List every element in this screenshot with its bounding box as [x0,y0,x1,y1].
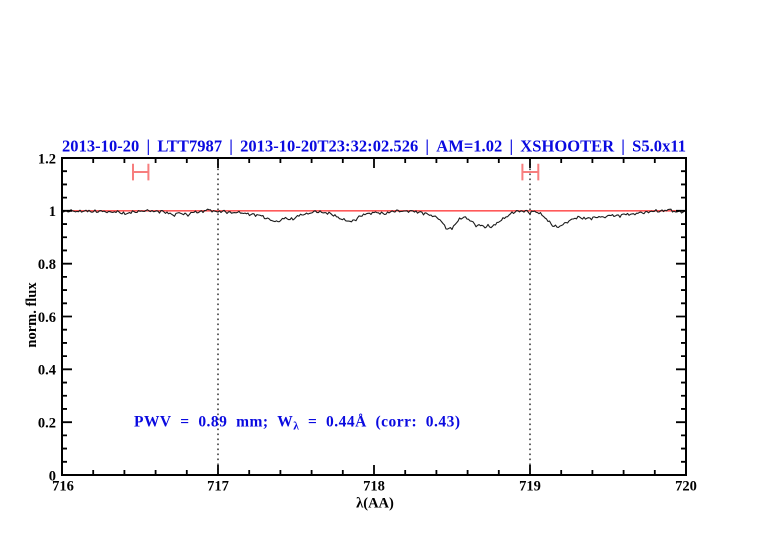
svg-text:PWV = 0.89 mm; Wλ = 0.44: PWV = 0.89 mm; Wλ = 0.44Å (corr: 0.43) [134,414,460,433]
svg-text:norm. flux: norm. flux [24,282,40,348]
svg-text:1.2: 1.2 [38,151,56,167]
svg-text:716: 716 [52,479,74,495]
svg-text:0.4: 0.4 [38,363,56,379]
svg-text:2013-10-20 | LTT7987 | 2013-10: 2013-10-20 | LTT7987 | 2013-10-20T23:32:… [62,137,686,156]
svg-text:λ(AA): λ(AA) [356,496,394,512]
svg-text:0.2: 0.2 [38,416,56,432]
svg-text:0: 0 [49,468,56,484]
svg-text:0.8: 0.8 [38,257,56,273]
svg-text:0.6: 0.6 [38,310,56,326]
svg-text:720: 720 [675,479,697,495]
svg-text:718: 718 [363,479,385,495]
svg-text:717: 717 [207,479,229,495]
svg-text:719: 719 [519,479,541,495]
svg-text:1: 1 [49,204,56,220]
